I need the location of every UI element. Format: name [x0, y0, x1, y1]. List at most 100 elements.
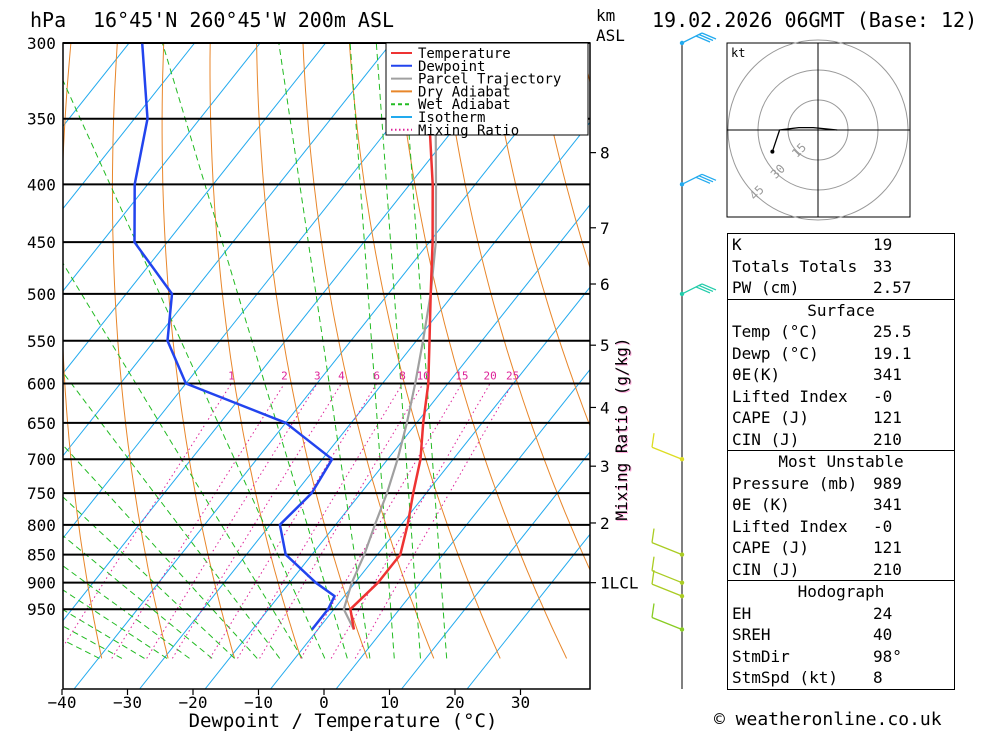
- pressure-label-350: 350: [27, 110, 56, 129]
- hodograph-end-dot: [770, 149, 775, 154]
- hodograph-title: Hodograph: [797, 582, 885, 601]
- legend-label: Parcel Trajectory: [418, 72, 561, 88]
- wind-barb-staff: [681, 283, 703, 295]
- dry-adiabat-line: [111, 43, 169, 659]
- pressure-label-700: 700: [27, 450, 56, 469]
- km-tick-label: 6: [600, 275, 610, 294]
- credit-link[interactable]: © weatheronline.co.uk: [714, 709, 942, 730]
- wind-barbs: [651, 32, 717, 689]
- wet-adiabat-line: [63, 371, 281, 659]
- mixing-ratio-label: 2: [281, 369, 288, 382]
- mixing-ratio-label: 3: [314, 369, 321, 382]
- mixing-ratio-line: [330, 383, 491, 659]
- wet-adiabat-line: [63, 625, 123, 659]
- y-axis-ticks: 300 350 400 450 500 550 600 650 700 750 800 850 900 9…: [27, 34, 56, 619]
- mixing-ratio-line: [300, 383, 463, 659]
- wet-adiabat-line: [63, 262, 303, 659]
- mixing-ratio-line: [146, 383, 318, 659]
- pressure-label-450: 450: [27, 233, 56, 252]
- surface-section: Surface Temp (°C) 25.5 Dewp (°C) 19.1 θE(K…: [728, 298, 954, 451]
- mixing-ratio-label: 25: [506, 369, 519, 382]
- wind-barb-staff: [651, 541, 683, 556]
- table-row: CAPE (J) 121: [732, 538, 902, 557]
- pressure-label-550: 550: [27, 332, 56, 351]
- parcel-trajectory-line: [342, 43, 452, 630]
- mixing-ratio-line: [354, 383, 514, 659]
- pressure-label-400: 400: [27, 175, 56, 194]
- legend-label: Dewpoint: [418, 59, 485, 75]
- isotherm-line: [63, 43, 523, 622]
- km-axis-ticks: 8 7 6 5 4 3 2 1LCL: [590, 144, 639, 593]
- mixing-ratio-line: [259, 383, 424, 659]
- wind-barb-flag: [651, 528, 655, 543]
- table-row: θE (K) 341: [732, 495, 902, 514]
- mixing-ratio-label: 10: [417, 369, 430, 382]
- x-tick-label-30: 30: [511, 693, 530, 712]
- mixing-ratio-label: 1: [228, 369, 235, 382]
- dry-adiabat-line: [534, 43, 590, 270]
- mixing-ratio-label: 6: [373, 369, 380, 382]
- temperature-line: [349, 43, 434, 630]
- isotherm-line: [335, 368, 590, 689]
- dry-adiabat-line: [441, 43, 590, 572]
- isotherm-line: [63, 43, 196, 210]
- wet-adiabat-line: [349, 43, 395, 659]
- mixing-ratio-label: 8: [399, 369, 406, 382]
- mixing-ratio-axis-label-shadow: Mixing Ratio (g/kg): [613, 338, 632, 521]
- dry-adiabat-line: [161, 43, 235, 659]
- wind-barb-staff: [651, 446, 683, 460]
- wind-barb-staff: [651, 583, 683, 597]
- km-tick-label: 2: [600, 514, 610, 533]
- hodograph-trace: [771, 126, 838, 152]
- table-row: StmSpd (kt) 8: [732, 668, 883, 687]
- wet-adiabat-line: [63, 535, 213, 659]
- mixing-ratio-label: 4: [338, 369, 345, 382]
- mixing-ratio-labels: 1 2 3 4 6 8 10 15 20 25: [228, 369, 519, 382]
- dry-adiabat-line: [985, 9, 1000, 658]
- x-tick-label--30: −30: [113, 693, 142, 712]
- dry-adiabat-line: [209, 43, 302, 659]
- legend-label: Wet Adiabat: [418, 97, 511, 113]
- mixing-ratio-label: 20: [484, 369, 497, 382]
- legend-label: Dry Adiabat: [418, 84, 511, 100]
- wind-barb-flag: [698, 33, 714, 42]
- wind-barb-flag: [698, 175, 714, 183]
- dry-adiabat-line: [488, 43, 590, 428]
- hodograph-unit-label: kt: [731, 46, 745, 60]
- wind-barb-staff: [651, 616, 683, 631]
- legend-label: Mixing Ratio: [418, 123, 519, 139]
- pressure-label-950: 950: [27, 600, 56, 619]
- wind-barb-flag: [701, 173, 717, 181]
- table-row: CIN (J) 210: [732, 559, 902, 579]
- isotherm-line: [139, 121, 590, 689]
- background-lines: [63, 9, 1000, 689]
- table-row: SREH 40: [732, 625, 893, 644]
- wind-barb-flag: [695, 286, 711, 294]
- wet-adiabat-line: [161, 43, 348, 659]
- x-tick-label-10: 10: [380, 693, 399, 712]
- x-tick-label-0: 0: [319, 693, 329, 712]
- wet-adiabat-line: [63, 496, 235, 659]
- isotherm-line: [204, 203, 590, 689]
- pressure-label-500: 500: [27, 285, 56, 304]
- isotherm-line: [63, 43, 327, 375]
- isotherm-line: [401, 451, 590, 689]
- indices-table: K 19 Totals Totals 33 PW (cm) 2.57 Surface …: [727, 233, 955, 690]
- plot-frame: [62, 42, 591, 690]
- km-tick-label: 8: [600, 144, 610, 163]
- wind-barb-staff: [651, 570, 683, 584]
- table-row: Lifted Index -0: [732, 386, 893, 406]
- wind-barb-flag: [695, 35, 711, 43]
- wet-adiabat-line: [63, 79, 326, 659]
- legend-label: Isotherm: [418, 110, 485, 126]
- wind-barb-staff: [681, 32, 703, 44]
- table-row: StmDir 98°: [732, 646, 902, 666]
- km-tick-label: 7: [600, 219, 610, 238]
- km-tick-label: 5: [600, 336, 610, 355]
- table-row: Totals Totals 33: [732, 256, 893, 276]
- dry-adiabat-line: [256, 43, 368, 659]
- legend-label: Temperature: [418, 46, 511, 62]
